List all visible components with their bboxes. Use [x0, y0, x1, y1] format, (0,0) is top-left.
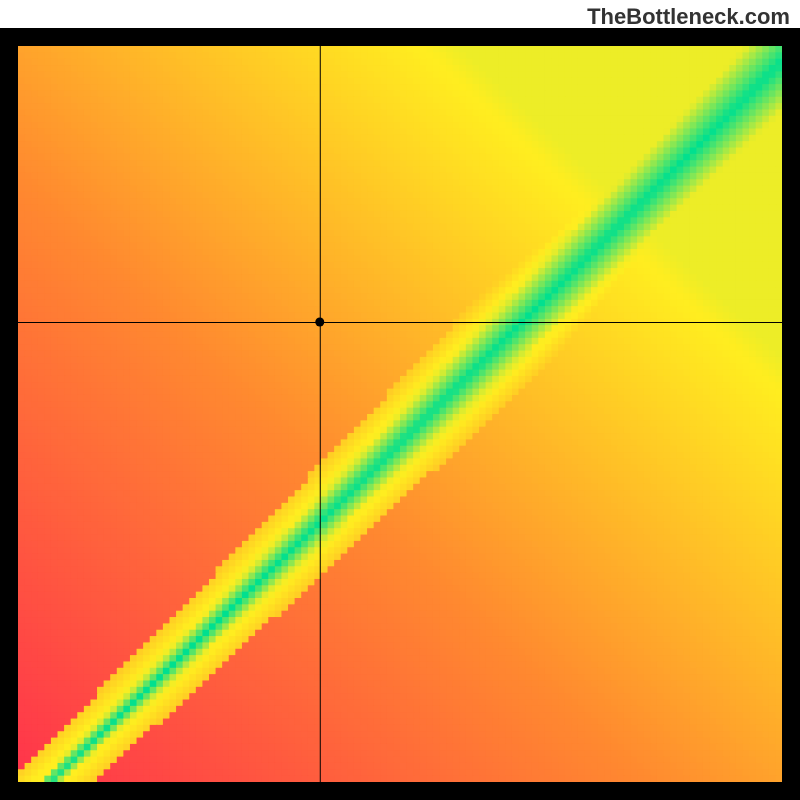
chart-container: TheBottleneck.com — [0, 0, 800, 800]
watermark-text: TheBottleneck.com — [587, 4, 790, 30]
bottleneck-heatmap — [18, 46, 782, 782]
chart-frame — [0, 28, 800, 800]
